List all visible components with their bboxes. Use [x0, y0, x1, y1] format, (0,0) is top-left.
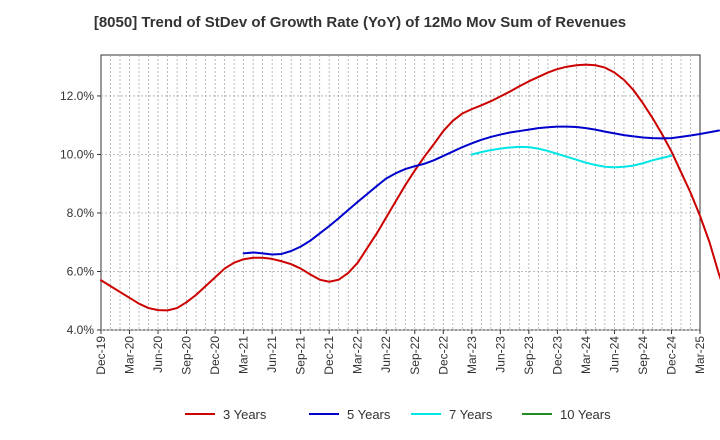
x-tick-label: Jun-22: [379, 336, 393, 373]
x-tick-label: Dec-21: [322, 336, 336, 375]
y-tick-label: 10.0%: [60, 147, 94, 161]
y-tick-label: 4.0%: [67, 323, 95, 337]
legend-label-7-years: 7 Years: [449, 407, 493, 422]
x-tick-label: Sep-22: [408, 336, 422, 375]
x-tick-label: Dec-24: [664, 336, 678, 375]
x-tick-label: Sep-23: [522, 336, 536, 375]
x-tick-label: Mar-25: [693, 336, 707, 374]
x-tick-label: Mar-22: [351, 336, 365, 374]
x-tick-label: Sep-21: [294, 336, 308, 375]
y-tick-label: 6.0%: [67, 264, 95, 278]
legend-label-10-years: 10 Years: [560, 407, 611, 422]
x-tick-label: Jun-23: [493, 336, 507, 373]
x-tick-label: Sep-24: [636, 336, 650, 375]
x-tick-label: Dec-20: [208, 336, 222, 375]
chart-title: [8050] Trend of StDev of Growth Rate (Yo…: [93, 14, 627, 31]
legend-label-3-years: 3 Years: [223, 407, 267, 422]
series-line-7-years: [470, 145, 673, 169]
x-tick-label: Jun-21: [265, 336, 279, 373]
x-tick-label: Dec-22: [436, 336, 450, 375]
legend-label-5-years: 5 Years: [347, 407, 391, 422]
x-tick-label: Sep-20: [180, 336, 194, 375]
x-tick-label: Dec-23: [550, 336, 564, 375]
series-line-5-years: [242, 125, 720, 256]
x-tick-label: Mar-20: [123, 336, 137, 374]
x-tick-label: Mar-21: [237, 336, 251, 374]
x-tick-label: Jun-20: [151, 336, 165, 373]
x-tick-label: Jun-24: [607, 336, 621, 373]
series-line-3-years: [100, 63, 720, 312]
x-tick-label: Mar-24: [579, 336, 593, 374]
x-tick-label: Dec-19: [94, 336, 108, 375]
x-tick-label: Mar-23: [465, 336, 479, 374]
y-tick-label: 8.0%: [67, 206, 95, 220]
y-tick-label: 12.0%: [60, 89, 94, 103]
